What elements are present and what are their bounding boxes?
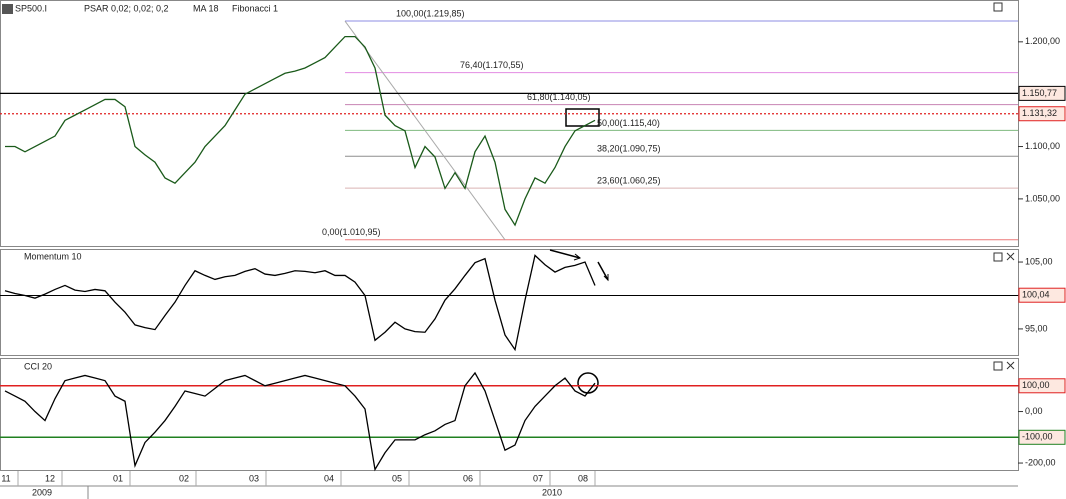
annotation-arrow	[549, 249, 609, 281]
month-label: 07	[533, 473, 543, 483]
fib-label: 38,20(1.090,75)	[597, 144, 661, 154]
y-tick-label: 105,00	[1025, 256, 1053, 266]
y-tick-label: 1.131,32	[1022, 108, 1057, 118]
y-tick-label: -200,00	[1025, 457, 1056, 467]
month-label: 12	[45, 473, 55, 483]
y-tick-label: 1.100,00	[1025, 141, 1060, 151]
y-tick-label: 1.050,00	[1025, 193, 1060, 203]
price-line	[4, 371, 596, 472]
month-label: 05	[392, 473, 402, 483]
price-line	[4, 254, 596, 352]
y-tick-label: 1.150,77	[1022, 88, 1057, 98]
month-label: 06	[463, 473, 473, 483]
month-label: 08	[578, 473, 588, 483]
symbol-icon[interactable]	[2, 4, 13, 14]
cci-panel	[0, 358, 1019, 471]
y-tick-label: 100,04	[1022, 290, 1050, 300]
maximize-button[interactable]	[993, 361, 1003, 371]
fib-trend	[344, 20, 506, 241]
price-line	[5, 35, 596, 227]
price-label-box	[1018, 85, 1066, 101]
close-button[interactable]	[1006, 361, 1015, 370]
price-label-box	[1018, 287, 1066, 303]
price-label-box	[1018, 378, 1066, 394]
indicator[interactable]: PSAR 0,02; 0,02; 0,2	[84, 3, 169, 13]
year-label: 2010	[542, 487, 562, 497]
indicator[interactable]: Fibonacci 1	[232, 3, 278, 13]
month-label: 02	[179, 473, 189, 483]
y-tick-label: 95,00	[1025, 323, 1048, 333]
fib-label: 50,00(1.115,40)	[597, 118, 660, 128]
symbol[interactable]: SP500.I	[15, 3, 47, 13]
close-button[interactable]	[1006, 252, 1015, 261]
fib-label: 0,00(1.010,95)	[322, 227, 381, 237]
month-label: 01	[113, 473, 123, 483]
fib-label: 23,60(1.060,25)	[597, 176, 661, 186]
month-label: 03	[249, 473, 259, 483]
month-label: 11	[1, 473, 10, 483]
indicator[interactable]: MA 18	[193, 3, 219, 13]
fib-label: 100,00(1.219,85)	[396, 8, 465, 18]
y-tick-label: 100,00	[1022, 380, 1050, 390]
highlight-box	[565, 108, 600, 127]
maximize-button[interactable]	[993, 2, 1003, 12]
price-label-box	[1018, 429, 1066, 445]
year-label: 2009	[32, 487, 52, 497]
month-label: 04	[324, 473, 334, 483]
panel-title[interactable]: Momentum 10	[24, 251, 82, 261]
fib-label: 76,40(1.170,55)	[460, 60, 524, 70]
y-tick-label: 1.200,00	[1025, 36, 1060, 46]
y-tick-label: 0,00	[1025, 406, 1043, 416]
arrow-head	[573, 253, 609, 282]
y-tick-label: -100,00	[1022, 432, 1053, 442]
maximize-button[interactable]	[993, 252, 1003, 262]
panel-title[interactable]: CCI 20	[24, 361, 52, 371]
price-label-box	[1018, 106, 1066, 122]
main-panel	[0, 0, 1019, 247]
fib-label: 61,80(1.140,05)	[527, 92, 591, 102]
